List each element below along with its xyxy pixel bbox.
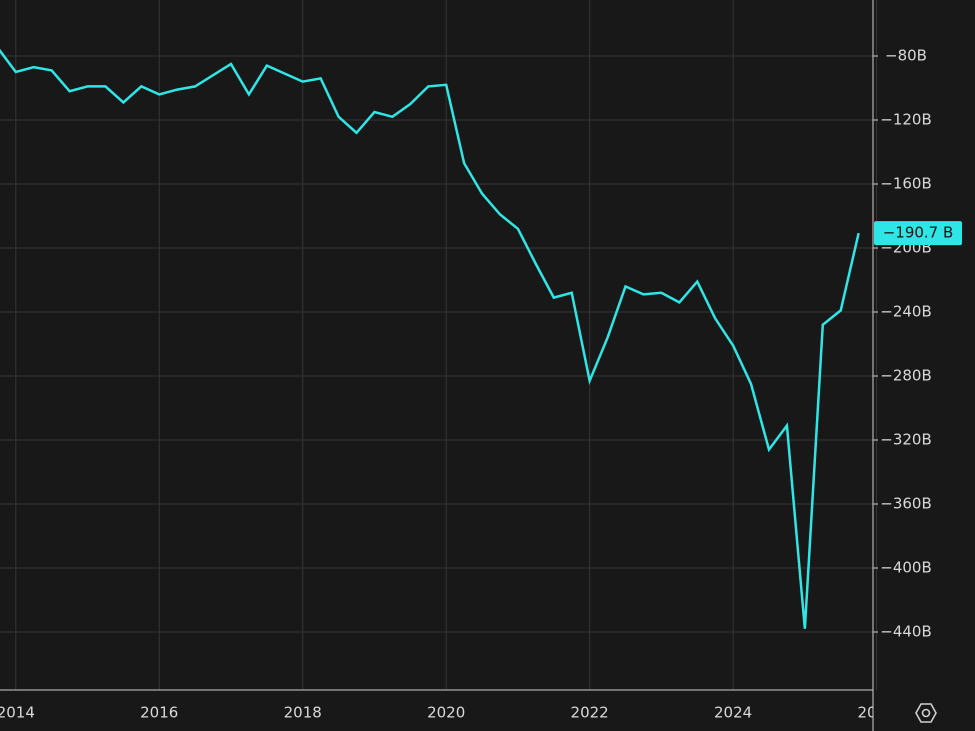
x-tick-label: 2026 [857, 704, 895, 722]
plot-area [0, 48, 860, 629]
x-tick-label: 2022 [571, 704, 609, 722]
grid [0, 0, 878, 690]
x-tick-label: 2016 [140, 704, 178, 722]
y-tick-label: −240B [880, 303, 932, 321]
y-tick-label: −280B [880, 367, 932, 385]
y-tick-label: −120B [880, 111, 932, 129]
x-tick-label: 2018 [284, 704, 322, 722]
last-value-label: −190.7 B [883, 224, 954, 242]
settings-icon[interactable] [915, 703, 937, 723]
x-tick-label: 2020 [427, 704, 465, 722]
x-axis-labels: 2014 2016 2018 2020 2022 2024 2026 [0, 704, 895, 722]
x-tick-label: 2024 [714, 704, 752, 722]
y-tick-label: −160B [880, 175, 932, 193]
x-tick-label: 2014 [0, 704, 35, 722]
y-tick-label: −80B [885, 47, 927, 65]
y-tick-label: −400B [880, 559, 932, 577]
y-tick-label: −320B [880, 431, 932, 449]
y-tick-label: −440B [880, 623, 932, 641]
data-line [0, 48, 860, 629]
last-value-box [874, 221, 962, 246]
y-tick-label: −360B [880, 495, 932, 513]
